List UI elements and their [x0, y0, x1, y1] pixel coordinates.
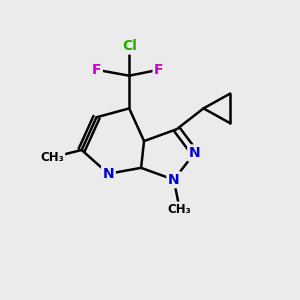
Text: N: N — [189, 146, 200, 160]
Text: CH₃: CH₃ — [168, 203, 192, 216]
Text: N: N — [103, 167, 114, 181]
Text: F: F — [154, 63, 164, 77]
Text: Cl: Cl — [122, 39, 136, 53]
Text: F: F — [92, 63, 101, 77]
Text: N: N — [168, 173, 180, 187]
Text: CH₃: CH₃ — [40, 151, 64, 164]
